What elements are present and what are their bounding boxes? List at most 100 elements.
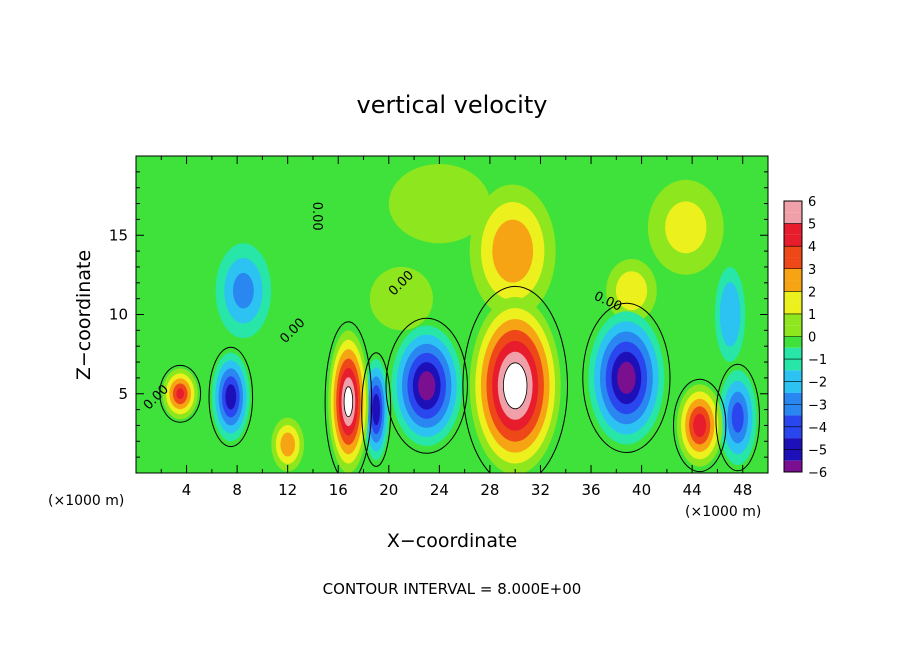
x-tick-label: 40 — [632, 481, 651, 499]
zero-contour-line — [715, 363, 761, 472]
velocity-level — [615, 271, 648, 311]
velocity-cell — [647, 179, 724, 275]
x-tick-label: 44 — [683, 481, 702, 499]
colorbar-swatch — [784, 392, 802, 405]
colorbar-tick-label: −5 — [808, 443, 827, 458]
velocity-level — [418, 371, 436, 401]
velocity-level — [724, 297, 736, 332]
y-tick-label: 5 — [118, 385, 128, 403]
colorbar-tick-label: 6 — [808, 195, 816, 210]
colorbar-swatch — [784, 426, 802, 439]
colorbar-swatch — [784, 201, 802, 213]
y-tick-label: 15 — [109, 226, 128, 244]
x-unit-right: (×1000 m) — [685, 504, 761, 520]
colorbar-tick-label: 2 — [808, 285, 816, 300]
colorbar-swatch — [784, 404, 802, 416]
colorbar-swatch — [784, 246, 802, 258]
x-tick-label: 20 — [379, 481, 398, 499]
y-axis-label: Z−coordinate — [73, 250, 95, 380]
velocity-cell — [215, 243, 272, 339]
colorbar: 6 5 4 3 2 1 0 −1 −2 −3 −4 −5 −6 — [783, 195, 827, 481]
velocity-contour-line — [503, 362, 528, 410]
velocity-level — [617, 361, 636, 394]
x-tick-label: 24 — [430, 481, 449, 499]
colorbar-tick-label: 5 — [808, 218, 816, 233]
colorbar-swatch — [784, 347, 802, 360]
velocity-cell — [391, 325, 463, 446]
x-tick-label: 12 — [278, 481, 297, 499]
velocity-level — [374, 402, 378, 417]
colorbar-swatch — [784, 212, 802, 225]
velocity-field — [162, 164, 757, 473]
velocity-level — [388, 164, 490, 244]
velocity-level — [225, 384, 237, 410]
velocity-cell — [388, 164, 490, 244]
colorbar-swatch — [784, 438, 802, 450]
colorbar-tick-label: 4 — [808, 240, 816, 255]
zero-contour-line — [385, 317, 468, 454]
velocity-level — [176, 388, 184, 400]
colorbar-swatch — [784, 223, 802, 235]
x-tick-label: 8 — [232, 481, 242, 499]
colorbar-tick-label: 3 — [808, 263, 816, 278]
colorbar-tick-label: 1 — [808, 308, 816, 323]
x-axis-ticks: 4 8 12 16 20 24 28 32 36 40 44 48 — [160, 156, 752, 499]
velocity-level — [369, 266, 433, 331]
colorbar-swatch — [784, 291, 802, 303]
y-axis-ticks: 5 10 15 — [109, 171, 768, 458]
x-tick-label: 48 — [733, 481, 752, 499]
colorbar-tick-label: −1 — [808, 353, 827, 368]
velocity-level — [280, 432, 296, 457]
x-tick-label: 32 — [531, 481, 550, 499]
colorbar-swatch — [784, 370, 802, 383]
velocity-cell — [676, 384, 723, 467]
zero-contour-line — [324, 321, 373, 473]
x-tick-label: 36 — [581, 481, 600, 499]
velocity-cell — [469, 297, 561, 473]
colorbar-swatch — [784, 415, 802, 428]
contour-interval-footer: CONTOUR INTERVAL = 8.000E+00 — [323, 580, 582, 598]
colorbar-swatch — [784, 234, 802, 247]
velocity-level — [233, 272, 254, 309]
contour-label: 0.00 — [309, 202, 324, 231]
velocity-cell — [714, 267, 746, 362]
x-tick-label: 16 — [329, 481, 348, 499]
plot-area: 0.000.000.000.000.00 — [136, 156, 768, 473]
velocity-level — [509, 373, 522, 398]
colorbar-swatch — [784, 257, 802, 270]
velocity-cell — [469, 184, 556, 318]
x-tick-label: 4 — [182, 481, 192, 499]
zero-contour-line — [673, 378, 727, 473]
zero-contour-line — [462, 285, 568, 473]
x-axis-label: X−coordinate — [387, 530, 517, 552]
colorbar-tick-label: −2 — [808, 376, 827, 391]
colorbar-swatch — [784, 313, 802, 326]
velocity-cell — [271, 417, 305, 472]
velocity-cell — [211, 352, 250, 442]
x-unit-left: (×1000 m) — [48, 493, 124, 509]
colorbar-swatch — [784, 280, 802, 292]
colorbar-tick-label: 0 — [808, 331, 816, 346]
colorbar-swatch — [784, 359, 802, 371]
velocity-cell — [369, 266, 433, 331]
zero-contour-line — [208, 346, 254, 448]
colorbar-tick-label: −3 — [808, 398, 827, 413]
velocity-level — [665, 201, 707, 254]
velocity-level — [693, 413, 707, 438]
velocity-level — [503, 237, 522, 266]
colorbar-tick-label: −6 — [808, 466, 827, 481]
zero-contour-line — [361, 352, 392, 467]
zero-contour-line — [582, 302, 671, 453]
colorbar-tick-label: −4 — [808, 421, 827, 436]
colorbar-swatch — [784, 381, 802, 393]
velocity-contour-line — [343, 386, 354, 418]
colorbar-swatch — [784, 325, 802, 337]
chart-title: vertical velocity — [357, 91, 548, 119]
colorbar-swatch — [784, 268, 802, 281]
zero-contour-line — [159, 364, 202, 423]
velocity-level — [344, 386, 353, 417]
velocity-level — [731, 402, 744, 433]
colorbar-swatch — [784, 336, 802, 348]
colorbar-swatch — [784, 449, 802, 461]
